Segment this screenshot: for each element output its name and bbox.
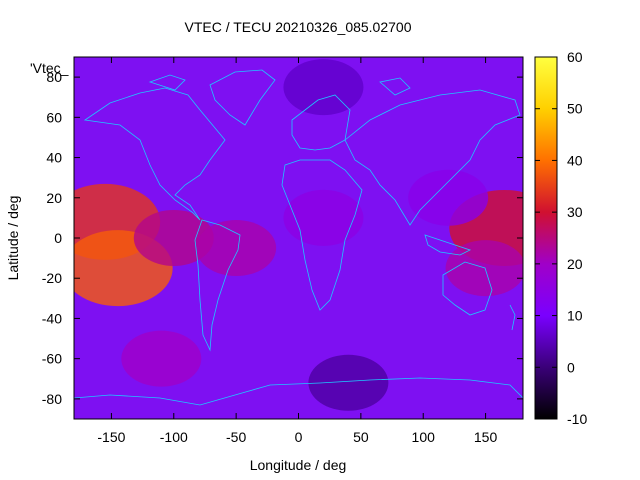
colorbar-tick-label: 30 — [567, 204, 583, 220]
heatmap-region — [283, 59, 364, 116]
chart-title: VTEC / TECU 20210326_085.02700 — [184, 19, 411, 35]
y-tick-label: 40 — [46, 150, 62, 166]
colorbar-tick-label: 10 — [567, 308, 583, 324]
heatmap-region — [133, 210, 214, 266]
y-tick-label: 0 — [54, 230, 62, 246]
heatmap-region — [283, 189, 364, 246]
heatmap-region — [121, 330, 202, 387]
x-tick-label: 100 — [412, 429, 436, 445]
y-axis-ticks: -80 -60 -40 -20 0 20 40 60 80 — [42, 69, 523, 407]
heatmap-region — [445, 240, 523, 297]
heatmap — [74, 57, 523, 419]
heatmap-region — [196, 220, 277, 277]
y-tick-label: 80 — [46, 69, 62, 85]
coastlines — [74, 69, 523, 406]
x-tick-label: 0 — [295, 429, 303, 445]
y-tick-label: -60 — [42, 351, 62, 367]
x-axis-label: Longitude / deg — [250, 457, 347, 473]
x-tick-label: 150 — [474, 429, 498, 445]
y-tick-label: -40 — [42, 310, 62, 326]
colorbar — [534, 56, 558, 420]
y-axis-label: Latitude / deg — [5, 196, 21, 281]
heatmap-region — [308, 354, 389, 411]
y-tick-label: 60 — [46, 109, 62, 125]
y-tick-label: -20 — [42, 270, 62, 286]
y-tick-label: 20 — [46, 190, 62, 206]
colorbar-tick-label: -10 — [567, 411, 587, 427]
key-label: 'Vtec_ — [30, 60, 69, 76]
x-axis-ticks: -150 -100 -50 0 50 100 150 — [97, 57, 497, 445]
colorbar-tick-label: 20 — [567, 256, 583, 272]
colorbar-tick-label: 50 — [567, 101, 583, 117]
x-tick-label: 50 — [353, 429, 369, 445]
heatmap-region — [408, 169, 489, 226]
heatmap-cells — [74, 59, 523, 411]
x-tick-label: -100 — [160, 429, 188, 445]
y-tick-label: -80 — [42, 391, 62, 407]
colorbar-tick-label: 0 — [567, 359, 575, 375]
x-tick-label: -150 — [97, 429, 125, 445]
colorbar-ticks: -10 0 10 20 30 40 50 60 — [535, 49, 587, 427]
colorbar-tick-label: 40 — [567, 152, 583, 168]
colorbar-tick-label: 60 — [567, 49, 583, 65]
x-tick-label: -50 — [226, 429, 246, 445]
